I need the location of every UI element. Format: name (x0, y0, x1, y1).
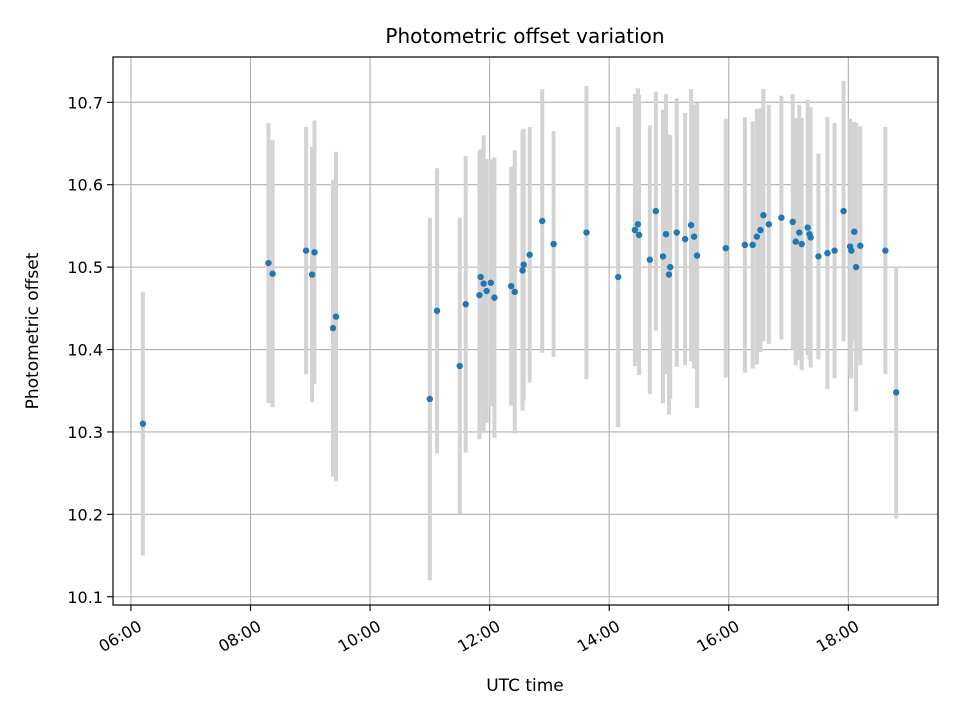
data-point (804, 224, 811, 231)
data-point (456, 362, 463, 370)
y-axis-label: Photometric offset (23, 252, 43, 409)
data-point (815, 253, 822, 260)
data-point (760, 212, 767, 219)
data-point (550, 240, 557, 248)
data-point (666, 263, 674, 271)
data-point (519, 267, 526, 274)
data-point (308, 271, 316, 278)
data-point (426, 395, 434, 403)
data-point (332, 313, 340, 320)
y-tick-label: 10.2 (67, 505, 103, 524)
data-point (757, 226, 764, 234)
data-point (857, 242, 864, 249)
data-point (487, 279, 495, 286)
data-point (681, 235, 689, 243)
data-point (583, 229, 590, 236)
data-point (851, 228, 858, 235)
data-point (477, 273, 484, 281)
chart-title: Photometric offset variation (385, 24, 664, 48)
data-point (659, 253, 667, 260)
y-tick-label: 10.3 (67, 423, 103, 442)
data-point (631, 226, 639, 234)
data-point (882, 247, 889, 254)
data-point (662, 230, 670, 238)
y-tick-label: 10.4 (67, 341, 103, 360)
data-point (892, 389, 900, 396)
data-point (687, 221, 695, 229)
y-tick-label: 10.5 (67, 258, 103, 277)
data-point (634, 221, 642, 228)
data-point (476, 291, 483, 299)
y-tick-label: 10.6 (67, 176, 103, 195)
data-point (792, 238, 799, 245)
y-axis-ticks: 10.1 10.2 10.3 10.4 10.5 10.6 10.7 (67, 93, 113, 607)
data-point (852, 263, 860, 271)
y-tick-label: 10.1 (67, 588, 103, 607)
data-point (311, 249, 318, 256)
data-point (807, 234, 814, 241)
data-point (840, 207, 847, 215)
data-point (265, 259, 272, 267)
data-point (539, 217, 546, 225)
data-point (831, 247, 838, 254)
data-point (722, 244, 729, 252)
data-point (646, 256, 654, 263)
data-point (778, 214, 785, 221)
data-point (526, 251, 533, 258)
data-point (491, 294, 498, 301)
data-point (302, 247, 310, 254)
data-point (673, 229, 680, 236)
data-point (693, 252, 701, 259)
data-point (520, 261, 527, 268)
data-point (329, 324, 337, 332)
data-point (824, 249, 831, 257)
data-point (789, 218, 796, 226)
data-point (480, 280, 487, 287)
data-point (269, 270, 276, 277)
data-point (753, 233, 761, 240)
data-point (139, 420, 147, 427)
data-point (765, 221, 773, 228)
data-point (741, 241, 749, 249)
data-points (139, 207, 900, 427)
plot-frame (112, 56, 939, 606)
data-point (483, 287, 490, 295)
data-point (511, 288, 518, 296)
data-point (796, 229, 803, 236)
data-point (433, 307, 441, 315)
x-axis-label: UTC time (486, 676, 564, 696)
data-point (635, 231, 643, 239)
y-tick-label: 10.7 (67, 93, 103, 112)
data-point (665, 271, 673, 278)
data-point (690, 233, 698, 240)
data-point (462, 301, 469, 308)
data-point (652, 207, 660, 215)
data-point (614, 273, 622, 281)
data-point (507, 282, 515, 290)
data-point (798, 240, 805, 248)
data-point (749, 241, 756, 249)
data-point (848, 247, 855, 254)
